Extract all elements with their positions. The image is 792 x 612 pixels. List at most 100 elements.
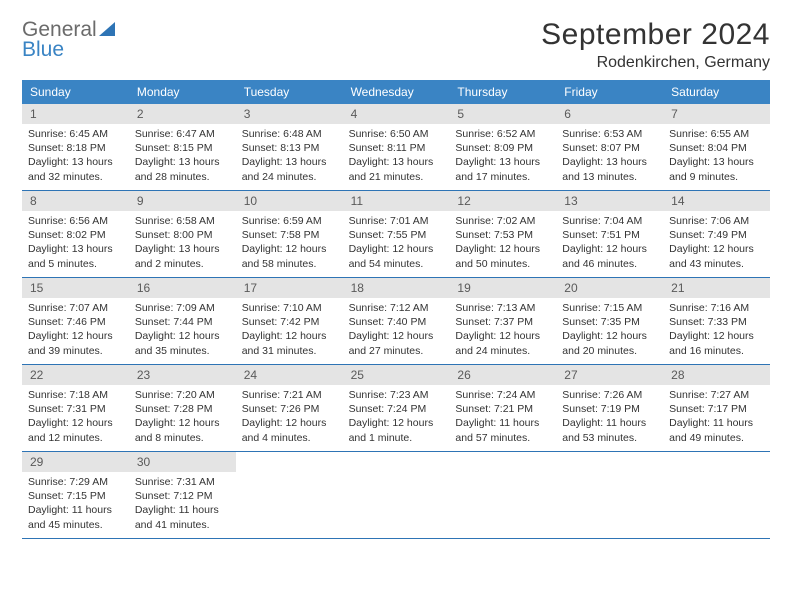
daylight-text: Daylight: 12 hours and 4 minutes.: [242, 416, 337, 444]
day-body: Sunrise: 6:53 AMSunset: 8:07 PMDaylight:…: [556, 124, 663, 190]
day-cell: 27Sunrise: 7:26 AMSunset: 7:19 PMDayligh…: [556, 365, 663, 451]
day-cell: 1Sunrise: 6:45 AMSunset: 8:18 PMDaylight…: [22, 104, 129, 190]
day-number: 2: [129, 104, 236, 124]
day-number: 21: [663, 278, 770, 298]
daylight-text: Daylight: 12 hours and 1 minute.: [349, 416, 444, 444]
day-body: Sunrise: 6:52 AMSunset: 8:09 PMDaylight:…: [449, 124, 556, 190]
sunset-text: Sunset: 8:13 PM: [242, 141, 337, 155]
sunrise-text: Sunrise: 6:47 AM: [135, 127, 230, 141]
daylight-text: Daylight: 13 hours and 5 minutes.: [28, 242, 123, 270]
day-cell: 2Sunrise: 6:47 AMSunset: 8:15 PMDaylight…: [129, 104, 236, 190]
sunset-text: Sunset: 7:35 PM: [562, 315, 657, 329]
day-body: Sunrise: 6:50 AMSunset: 8:11 PMDaylight:…: [343, 124, 450, 190]
day-header: Thursday: [449, 80, 556, 104]
day-body: Sunrise: 7:29 AMSunset: 7:15 PMDaylight:…: [22, 472, 129, 538]
daylight-text: Daylight: 13 hours and 17 minutes.: [455, 155, 550, 183]
sunrise-text: Sunrise: 7:01 AM: [349, 214, 444, 228]
day-number: 5: [449, 104, 556, 124]
day-body: Sunrise: 7:18 AMSunset: 7:31 PMDaylight:…: [22, 385, 129, 451]
daylight-text: Daylight: 12 hours and 12 minutes.: [28, 416, 123, 444]
sunset-text: Sunset: 7:17 PM: [669, 402, 764, 416]
day-number: 10: [236, 191, 343, 211]
sunset-text: Sunset: 7:37 PM: [455, 315, 550, 329]
day-number: 16: [129, 278, 236, 298]
daylight-text: Daylight: 12 hours and 58 minutes.: [242, 242, 337, 270]
week-row: 8Sunrise: 6:56 AMSunset: 8:02 PMDaylight…: [22, 191, 770, 278]
daylight-text: Daylight: 12 hours and 46 minutes.: [562, 242, 657, 270]
sunset-text: Sunset: 8:04 PM: [669, 141, 764, 155]
day-number: 14: [663, 191, 770, 211]
day-number: 1: [22, 104, 129, 124]
title-block: September 2024 Rodenkirchen, Germany: [541, 18, 770, 72]
day-header-row: SundayMondayTuesdayWednesdayThursdayFrid…: [22, 80, 770, 104]
weeks-container: 1 Sunrise: 6:45 AMSunset: 8:18 PM Daylight…: [22, 104, 770, 539]
daylight-text: Daylight: 11 hours and 41 minutes.: [135, 503, 230, 531]
sunrise-text: Sunrise: 6:58 AM: [135, 214, 230, 228]
day-number: 13: [556, 191, 663, 211]
daylight-text: Daylight: 12 hours and 50 minutes.: [455, 242, 550, 270]
day-header: Sunday: [22, 80, 129, 104]
day-cell: 24Sunrise: 7:21 AMSunset: 7:26 PMDayligh…: [236, 365, 343, 451]
week-row: 22Sunrise: 7:18 AMSunset: 7:31 PMDayligh…: [22, 365, 770, 452]
day-number: 22: [22, 365, 129, 385]
day-body: Sunrise: 7:06 AMSunset: 7:49 PMDaylight:…: [663, 211, 770, 277]
logo-triangle-icon: [99, 22, 115, 36]
sunset-text: Sunset: 7:55 PM: [349, 228, 444, 242]
day-header: Saturday: [663, 80, 770, 104]
week-row: 15Sunrise: 7:07 AMSunset: 7:46 PMDayligh…: [22, 278, 770, 365]
day-cell: 4Sunrise: 6:50 AMSunset: 8:11 PMDaylight…: [343, 104, 450, 190]
sunrise-text: Sunrise: 6:45 AM: [28, 127, 123, 141]
week-row: 1 Sunrise: 6:45 AMSunset: 8:18 PM Daylight…: [22, 104, 770, 191]
sunrise-text: Sunrise: 7:29 AM: [28, 475, 123, 489]
day-cell: 3Sunrise: 6:48 AMSunset: 8:13 PMDaylight…: [236, 104, 343, 190]
day-number: 6: [556, 104, 663, 124]
day-cell: 15Sunrise: 7:07 AMSunset: 7:46 PMDayligh…: [22, 278, 129, 364]
sunrise-text: Sunrise: 7:07 AM: [28, 301, 123, 315]
day-number: 20: [556, 278, 663, 298]
sunrise-text: Sunrise: 6:56 AM: [28, 214, 123, 228]
day-cell: 17Sunrise: 7:10 AMSunset: 7:42 PMDayligh…: [236, 278, 343, 364]
sunset-text: Sunset: 8:00 PM: [135, 228, 230, 242]
day-cell: 13Sunrise: 7:04 AMSunset: 7:51 PMDayligh…: [556, 191, 663, 277]
sunset-text: Sunset: 8:18 PM: [28, 141, 123, 155]
day-body: Sunrise: 7:23 AMSunset: 7:24 PMDaylight:…: [343, 385, 450, 451]
sunset-text: Sunset: 7:46 PM: [28, 315, 123, 329]
day-header: Friday: [556, 80, 663, 104]
week-row: 29Sunrise: 7:29 AMSunset: 7:15 PMDayligh…: [22, 452, 770, 539]
day-number: 9: [129, 191, 236, 211]
day-cell: 18Sunrise: 7:12 AMSunset: 7:40 PMDayligh…: [343, 278, 450, 364]
day-cell: 14Sunrise: 7:06 AMSunset: 7:49 PMDayligh…: [663, 191, 770, 277]
day-cell: 8Sunrise: 6:56 AMSunset: 8:02 PMDaylight…: [22, 191, 129, 277]
day-cell: 22Sunrise: 7:18 AMSunset: 7:31 PMDayligh…: [22, 365, 129, 451]
day-number: 19: [449, 278, 556, 298]
month-title: September 2024: [541, 18, 770, 52]
daylight-text: Daylight: 11 hours and 45 minutes.: [28, 503, 123, 531]
sunrise-text: Sunrise: 6:50 AM: [349, 127, 444, 141]
sunrise-text: Sunrise: 7:06 AM: [669, 214, 764, 228]
day-cell: 19Sunrise: 7:13 AMSunset: 7:37 PMDayligh…: [449, 278, 556, 364]
day-header: Wednesday: [343, 80, 450, 104]
day-cell: 7Sunrise: 6:55 AMSunset: 8:04 PMDaylight…: [663, 104, 770, 190]
sunrise-text: Sunrise: 7:15 AM: [562, 301, 657, 315]
daylight-text: Daylight: 13 hours and 9 minutes.: [669, 155, 764, 183]
sunset-text: Sunset: 7:53 PM: [455, 228, 550, 242]
day-cell: 25Sunrise: 7:23 AMSunset: 7:24 PMDayligh…: [343, 365, 450, 451]
sunset-text: Sunset: 7:21 PM: [455, 402, 550, 416]
sunrise-text: Sunrise: 7:12 AM: [349, 301, 444, 315]
day-number: 7: [663, 104, 770, 124]
day-number: 3: [236, 104, 343, 124]
day-cell: 29Sunrise: 7:29 AMSunset: 7:15 PMDayligh…: [22, 452, 129, 538]
sunrise-text: Sunrise: 7:31 AM: [135, 475, 230, 489]
day-cell: 6Sunrise: 6:53 AMSunset: 8:07 PMDaylight…: [556, 104, 663, 190]
sunrise-text: Sunrise: 7:09 AM: [135, 301, 230, 315]
sunrise-text: Sunrise: 7:26 AM: [562, 388, 657, 402]
day-body: Sunrise: 7:02 AMSunset: 7:53 PMDaylight:…: [449, 211, 556, 277]
daylight-text: Daylight: 12 hours and 54 minutes.: [349, 242, 444, 270]
sunset-text: Sunset: 7:28 PM: [135, 402, 230, 416]
daylight-text: Daylight: 11 hours and 57 minutes.: [455, 416, 550, 444]
day-body: Sunrise: 7:12 AMSunset: 7:40 PMDaylight:…: [343, 298, 450, 364]
day-body: Sunrise: 7:16 AMSunset: 7:33 PMDaylight:…: [663, 298, 770, 364]
sunrise-text: Sunrise: 6:48 AM: [242, 127, 337, 141]
daylight-text: Daylight: 12 hours and 16 minutes.: [669, 329, 764, 357]
day-body: Sunrise: 7:26 AMSunset: 7:19 PMDaylight:…: [556, 385, 663, 451]
